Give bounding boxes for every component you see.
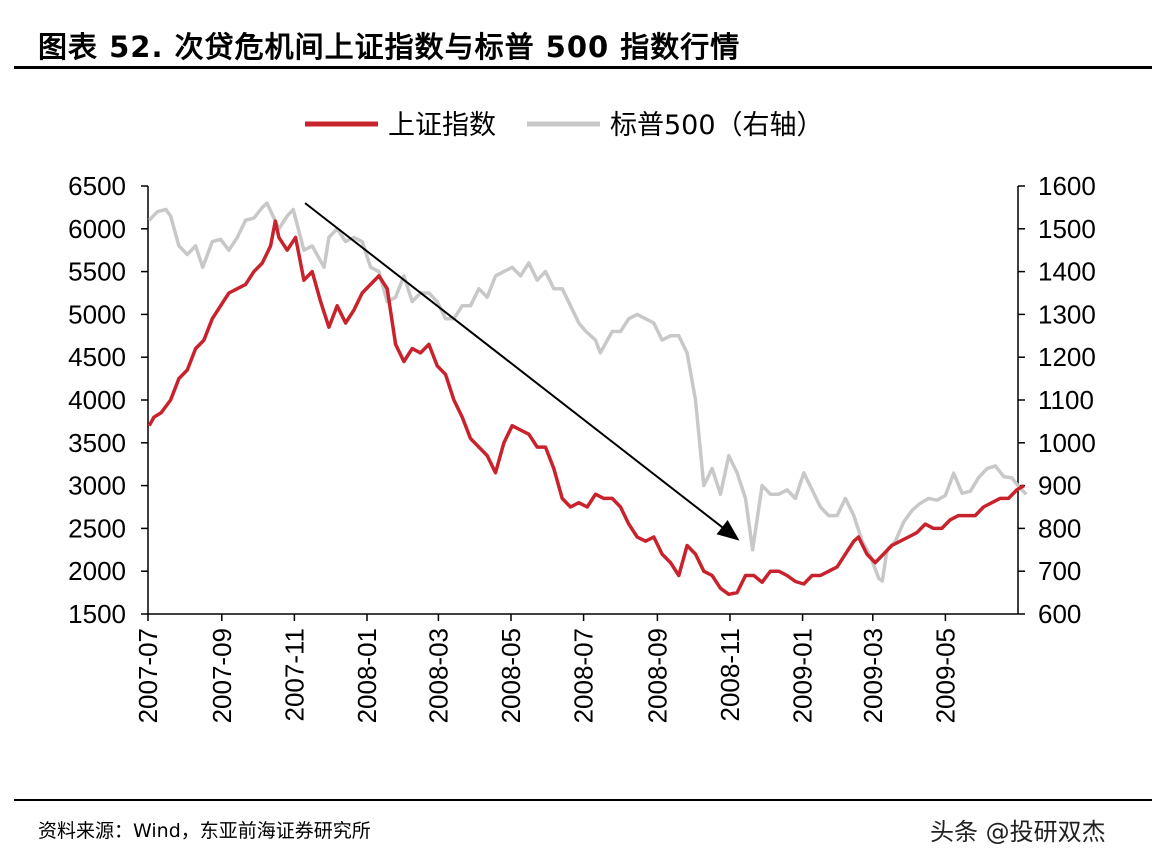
x-tick-label: 2007-11 (279, 628, 309, 722)
left-tick-label: 2000 (68, 556, 126, 586)
left-tick-label: 2500 (68, 513, 126, 543)
x-tick-label: 2009-03 (858, 628, 888, 723)
x-tick-label: 2008-03 (423, 628, 453, 723)
left-tick-label: 4500 (68, 342, 126, 372)
left-tick-label: 3500 (68, 428, 126, 458)
legend-label-shanghai: 上证指数 (388, 110, 496, 141)
x-tick-label: 2009-01 (788, 628, 818, 723)
right-tick-label: 1100 (1038, 385, 1094, 415)
right-tick-label: 1400 (1038, 257, 1096, 287)
title-divider (14, 66, 1152, 69)
x-tick-label: 2008-09 (642, 628, 672, 723)
x-tick-label: 2008-07 (569, 628, 599, 723)
right-tick-label: 900 (1038, 471, 1081, 501)
shanghai-index-line (147, 219, 1025, 597)
left-tick-label: 6500 (68, 171, 126, 201)
x-tick-label: 2007-09 (207, 628, 237, 723)
right-tick-label: 1600 (1038, 171, 1096, 201)
legend-label-sp500: 标普500（右轴） (610, 110, 824, 141)
left-tick-label: 4000 (68, 385, 126, 415)
x-tick-label: 2008-01 (352, 628, 382, 723)
x-tick-label: 2009-05 (930, 628, 960, 723)
left-tick-label: 5000 (68, 299, 126, 329)
page-title: 图表 52. 次贷危机间上证指数与标普 500 指数行情 (38, 30, 741, 64)
trend-arrowhead (716, 520, 740, 541)
right-tick-label: 1000 (1038, 428, 1096, 458)
footer-divider (14, 799, 1152, 801)
right-tick-label: 600 (1038, 599, 1081, 629)
plot-area (147, 201, 1028, 597)
left-tick-label: 5500 (68, 257, 126, 287)
sp500-line (147, 201, 1028, 583)
watermark: 头条 @投研双杰 (930, 818, 1106, 846)
left-tick-label: 1500 (68, 599, 126, 629)
right-tick-label: 1300 (1038, 299, 1096, 329)
x-tick-label: 2007-07 (133, 628, 163, 723)
x-tick-label: 2008-05 (496, 628, 526, 723)
left-tick-label: 3000 (68, 471, 126, 501)
trend-arrow (304, 202, 737, 539)
right-tick-label: 800 (1038, 513, 1081, 543)
left-tick-label: 6000 (68, 214, 126, 244)
chart-axes: 1500 2000 2500 3000 3500 4000 4500 5000 5500 6000… (68, 171, 1096, 723)
right-tick-label: 700 (1038, 556, 1081, 586)
source-note: 资料来源：Wind，东亚前海证券研究所 (38, 820, 371, 842)
legend: 上证指数 标普500（右轴） (305, 110, 824, 141)
x-tick-label: 2008-11 (715, 628, 745, 722)
right-tick-label: 1500 (1038, 214, 1096, 244)
right-tick-label: 1200 (1038, 342, 1096, 372)
